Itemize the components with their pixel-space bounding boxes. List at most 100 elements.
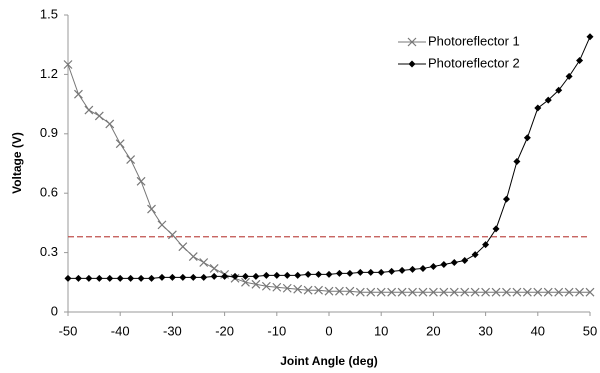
marker-diamond xyxy=(158,273,166,281)
marker-diamond xyxy=(200,273,208,281)
x-axis-label: Joint Angle (deg) xyxy=(280,354,378,368)
marker-x xyxy=(522,287,532,297)
marker-x xyxy=(376,287,386,297)
marker-x xyxy=(502,287,511,297)
marker-diamond xyxy=(586,33,594,41)
x-tick-label: 20 xyxy=(426,323,440,338)
marker-x xyxy=(408,287,417,297)
marker-x xyxy=(272,282,282,292)
marker-x xyxy=(84,105,94,115)
x-tick-label: 30 xyxy=(478,323,492,338)
marker-diamond xyxy=(356,268,364,276)
marker-diamond xyxy=(576,57,584,65)
marker-diamond xyxy=(85,274,93,282)
marker-diamond xyxy=(440,260,448,268)
marker-diamond xyxy=(544,96,552,104)
marker-diamond xyxy=(461,257,469,265)
marker-diamond xyxy=(315,270,323,278)
marker-diamond xyxy=(398,266,406,274)
marker-diamond xyxy=(304,270,312,278)
x-tick-label: -30 xyxy=(163,323,182,338)
marker-x xyxy=(481,287,491,297)
marker-x xyxy=(115,139,125,149)
marker-x xyxy=(94,111,104,121)
marker-x xyxy=(74,89,83,99)
marker-x xyxy=(460,287,470,297)
marker-diamond xyxy=(231,272,239,280)
marker-x xyxy=(157,220,167,230)
marker-x xyxy=(439,287,449,297)
marker-x xyxy=(366,287,376,297)
marker-diamond xyxy=(283,271,291,279)
y-tick-label: 0.9 xyxy=(40,125,58,140)
marker-x xyxy=(105,119,115,129)
x-tick-label: -50 xyxy=(59,323,78,338)
marker-x xyxy=(282,283,292,293)
marker-diamond xyxy=(148,274,156,282)
marker-diamond xyxy=(241,272,249,280)
marker-diamond xyxy=(127,274,135,282)
marker-x xyxy=(63,60,73,69)
marker-x xyxy=(314,285,323,295)
x-tick-label: 50 xyxy=(583,323,597,338)
marker-diamond xyxy=(388,267,396,275)
y-tick-label: 1.2 xyxy=(40,66,58,81)
marker-diamond xyxy=(116,274,124,282)
marker-x xyxy=(147,204,156,214)
marker-x xyxy=(209,264,219,273)
marker-x xyxy=(585,287,595,297)
marker-x xyxy=(335,286,344,296)
marker-x xyxy=(543,287,553,297)
marker-diamond xyxy=(64,274,72,282)
marker-diamond xyxy=(168,273,176,281)
marker-diamond xyxy=(346,269,354,277)
marker-diamond xyxy=(367,268,375,276)
marker-x xyxy=(261,281,271,291)
marker-diamond xyxy=(502,195,510,203)
legend-label: Photoreflector 1 xyxy=(428,33,520,48)
x-tick-label: -10 xyxy=(267,323,286,338)
y-tick-label: 1.5 xyxy=(40,6,58,21)
y-tick-label: 0.6 xyxy=(40,185,58,200)
marker-diamond xyxy=(419,264,427,272)
x-tick-label: -20 xyxy=(215,323,234,338)
marker-diamond xyxy=(210,272,218,280)
marker-diamond xyxy=(513,158,521,166)
marker-diamond xyxy=(409,265,417,273)
marker-x xyxy=(428,287,438,297)
marker-x xyxy=(554,287,564,297)
marker-x xyxy=(199,258,209,267)
marker-x xyxy=(418,287,428,297)
y-axis-label: Voltage (V) xyxy=(10,132,24,194)
marker-x xyxy=(251,279,261,289)
marker-diamond xyxy=(471,251,479,259)
marker-x xyxy=(241,277,250,287)
x-tick-label: 40 xyxy=(531,323,545,338)
marker-diamond xyxy=(565,72,573,80)
marker-x xyxy=(407,37,417,47)
marker-diamond xyxy=(74,274,82,282)
marker-x xyxy=(188,252,198,261)
marker-x xyxy=(387,287,397,297)
marker-x xyxy=(470,287,480,297)
series-line xyxy=(67,64,590,293)
marker-x xyxy=(324,286,334,296)
marker-diamond xyxy=(429,262,437,270)
y-tick-label: 0 xyxy=(51,303,58,318)
marker-x xyxy=(449,287,459,297)
marker-diamond xyxy=(189,273,197,281)
marker-diamond xyxy=(534,104,542,112)
marker-x xyxy=(345,286,355,296)
marker-x xyxy=(167,230,177,240)
x-tick-label: -40 xyxy=(111,323,130,338)
marker-diamond xyxy=(335,269,343,277)
marker-diamond xyxy=(450,259,458,266)
marker-x xyxy=(178,242,188,252)
x-tick-label: 0 xyxy=(325,323,332,338)
marker-diamond xyxy=(137,274,145,282)
marker-diamond xyxy=(325,270,333,278)
marker-diamond xyxy=(95,274,103,282)
marker-x xyxy=(491,287,501,297)
marker-diamond xyxy=(106,274,114,282)
